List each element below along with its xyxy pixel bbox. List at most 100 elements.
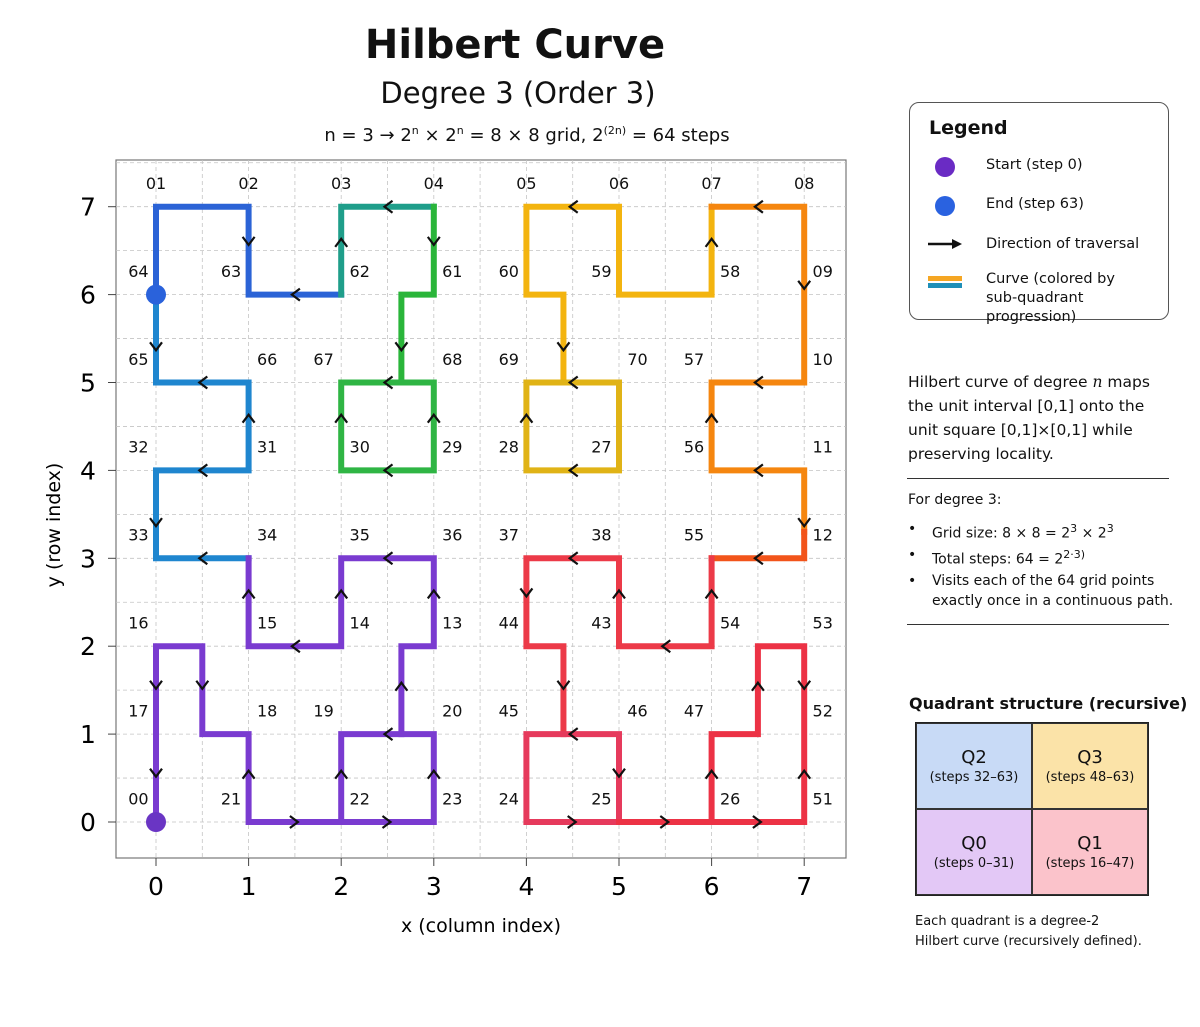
point-label: 37 bbox=[499, 526, 519, 545]
point-label: 30 bbox=[350, 438, 370, 457]
point-label: 46 bbox=[627, 701, 647, 720]
arrow-right-icon bbox=[289, 815, 300, 829]
description-n: n bbox=[1092, 373, 1103, 391]
formula-sup: (2n) bbox=[603, 124, 627, 137]
point-label: 44 bbox=[499, 613, 519, 632]
quadrant-q1: Q1 (steps 16–47) bbox=[1032, 809, 1148, 895]
formula-part: = 64 steps bbox=[626, 125, 730, 146]
arrow-up-icon bbox=[612, 588, 626, 600]
arrow-down-icon bbox=[797, 680, 812, 691]
point-label: 32 bbox=[128, 438, 148, 457]
arrow-left-icon bbox=[382, 199, 394, 214]
point-label: 05 bbox=[516, 174, 536, 193]
point-label: 20 bbox=[442, 701, 462, 720]
curve-segment bbox=[153, 643, 437, 825]
arrow-right-icon bbox=[659, 815, 671, 829]
arrow-up-icon bbox=[334, 412, 349, 424]
point-label: 14 bbox=[350, 613, 370, 632]
arrow-up-icon bbox=[704, 768, 719, 780]
quadrant-note: Each quadrant is a degree-2 Hilbert curve… bbox=[915, 912, 1142, 952]
point-label: 56 bbox=[684, 438, 704, 457]
legend-item-end: End (step 63) bbox=[928, 196, 1084, 216]
x-tick-label: 6 bbox=[704, 872, 720, 901]
point-label: 17 bbox=[128, 701, 148, 720]
end-dot-icon bbox=[935, 196, 955, 216]
legend-item-start: Start (step 0) bbox=[928, 157, 1083, 177]
arrow-left-icon bbox=[567, 463, 579, 478]
curve-segment bbox=[398, 203, 437, 386]
arrow-right-icon bbox=[752, 815, 763, 829]
arrow-down-icon bbox=[612, 767, 626, 779]
divider bbox=[907, 478, 1169, 479]
point-label: 47 bbox=[684, 701, 704, 720]
point-label: 53 bbox=[813, 613, 833, 632]
curve-segment bbox=[153, 291, 252, 562]
point-label: 31 bbox=[257, 438, 277, 457]
arrow-up-icon bbox=[704, 237, 719, 248]
point-label: 66 bbox=[257, 350, 277, 369]
point-label: 70 bbox=[627, 350, 647, 369]
point-label: 63 bbox=[221, 262, 241, 281]
arrow-left-icon bbox=[382, 551, 394, 566]
arrow-down-icon bbox=[394, 341, 409, 353]
x-tick-label: 4 bbox=[518, 872, 534, 901]
arrow-down-icon bbox=[797, 517, 812, 528]
legend-label: Start (step 0) bbox=[986, 157, 1083, 173]
endpoint-markers bbox=[146, 284, 166, 832]
formula-part: × 2 bbox=[418, 125, 457, 146]
y-tick-label: 2 bbox=[80, 632, 96, 661]
note-line: Each quadrant is a degree-2 bbox=[915, 914, 1100, 929]
arrow-up-icon bbox=[426, 412, 441, 424]
curve-segment bbox=[708, 528, 808, 562]
point-label: 01 bbox=[146, 174, 166, 193]
quadrant-grid: Q2 (steps 32–63) Q3 (steps 48–63) Q0 (steps… bbox=[915, 722, 1149, 896]
point-label: 45 bbox=[499, 701, 519, 720]
arrow-left-icon bbox=[567, 199, 579, 214]
point-label: 59 bbox=[591, 262, 611, 281]
formula-sup: n bbox=[456, 124, 464, 137]
legend: Legend Start (step 0) End (step 63) Dire… bbox=[909, 102, 1169, 325]
curve bbox=[153, 203, 808, 825]
curve-segment bbox=[338, 379, 437, 474]
x-tick-label: 3 bbox=[426, 872, 442, 901]
arrow-down-icon bbox=[556, 341, 571, 353]
legend-label-2: sub-quadrant progression) bbox=[986, 290, 1084, 325]
arrow-left-icon bbox=[660, 639, 671, 654]
legend-label: End (step 63) bbox=[986, 196, 1084, 212]
end-marker bbox=[146, 284, 166, 305]
quadrant-steps: (steps 48–63) bbox=[1045, 770, 1135, 785]
arrow-left-icon bbox=[290, 287, 301, 302]
quadrant-steps: (steps 16–47) bbox=[1045, 856, 1135, 871]
divider bbox=[907, 624, 1169, 625]
curve-segment bbox=[245, 555, 437, 738]
arrow-left-icon bbox=[197, 551, 208, 566]
arrow-left-icon bbox=[753, 551, 764, 566]
curve-segment bbox=[523, 555, 715, 738]
quadrant-name: Q0 bbox=[961, 833, 987, 854]
quadrant-q3: Q3 (steps 48–63) bbox=[1032, 723, 1148, 809]
arrow-up-icon bbox=[426, 768, 441, 780]
point-label: 65 bbox=[128, 350, 148, 369]
direction-arrows bbox=[149, 199, 812, 829]
point-label: 52 bbox=[813, 701, 833, 720]
arrow-up-icon bbox=[704, 412, 719, 424]
point-label: 25 bbox=[591, 789, 611, 808]
quadrant-steps: (steps 0–31) bbox=[933, 856, 1015, 871]
page-title: Hilbert Curve bbox=[364, 22, 666, 68]
point-label: 29 bbox=[442, 438, 462, 457]
arrow-right-icon bbox=[381, 815, 393, 829]
y-tick-label: 5 bbox=[80, 369, 96, 398]
for-degree-heading: For degree 3: bbox=[908, 492, 1002, 508]
point-label: 38 bbox=[591, 526, 611, 545]
point-label: 13 bbox=[442, 613, 462, 632]
bullet-sup: 2·3) bbox=[1063, 548, 1086, 561]
arrow-down-icon bbox=[149, 767, 163, 779]
arrow-down-icon bbox=[519, 587, 534, 599]
point-label: 67 bbox=[313, 350, 333, 369]
arrow-up-icon bbox=[334, 588, 349, 600]
plot-frame bbox=[115, 159, 847, 859]
arrow-left-icon bbox=[197, 463, 208, 478]
quadrant-steps: (steps 32–63) bbox=[929, 770, 1019, 785]
point-label: 18 bbox=[257, 701, 277, 720]
